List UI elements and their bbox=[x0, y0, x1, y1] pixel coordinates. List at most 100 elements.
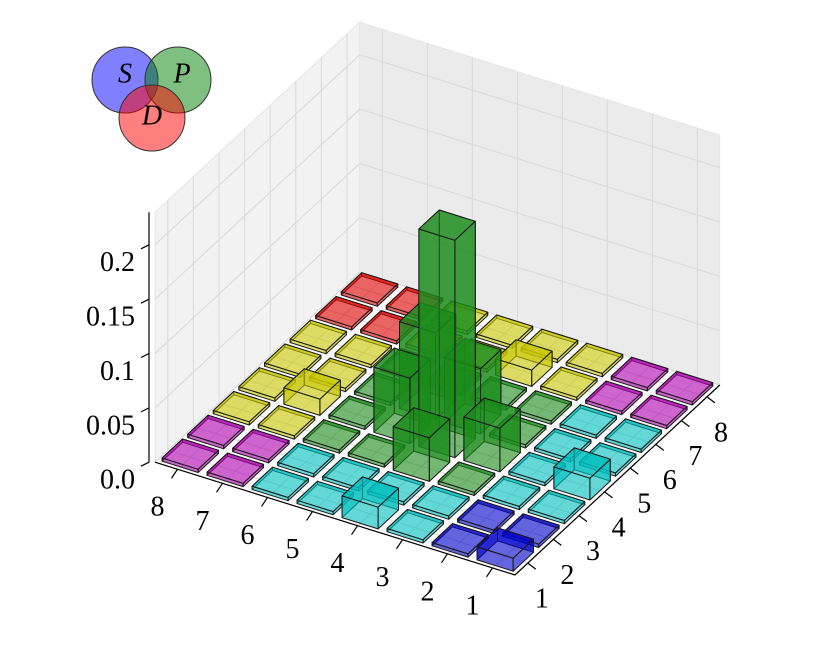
bar-top bbox=[495, 339, 553, 371]
bar-top bbox=[283, 368, 341, 400]
bar-top bbox=[392, 407, 451, 439]
bar bbox=[476, 527, 534, 572]
z-tick-label: 0.0 bbox=[100, 465, 135, 496]
bar-top bbox=[482, 475, 541, 507]
x-tick bbox=[441, 553, 448, 564]
y-tick-label: 4 bbox=[612, 512, 626, 543]
bar-top bbox=[610, 356, 669, 389]
bar bbox=[610, 356, 669, 392]
bar bbox=[289, 319, 347, 355]
y-axis bbox=[514, 384, 721, 576]
x-tick bbox=[306, 511, 313, 521]
bar-top bbox=[431, 523, 489, 555]
bar bbox=[212, 391, 271, 426]
y-tick-label: 6 bbox=[663, 465, 677, 496]
bar-top bbox=[302, 419, 361, 451]
z-tick bbox=[140, 461, 150, 467]
y-tick bbox=[578, 515, 588, 523]
bar-top bbox=[315, 296, 373, 328]
bar bbox=[527, 489, 586, 525]
grid-line bbox=[154, 54, 720, 246]
bar bbox=[553, 447, 611, 501]
bar-top bbox=[289, 319, 347, 351]
bar bbox=[232, 428, 290, 464]
bars bbox=[161, 209, 714, 572]
bar-top bbox=[630, 394, 688, 426]
bar bbox=[341, 476, 399, 530]
y-tick bbox=[553, 538, 562, 546]
y-tick bbox=[681, 420, 690, 428]
bar-top bbox=[559, 404, 617, 436]
bar bbox=[565, 342, 624, 378]
y-tick-label: 7 bbox=[688, 441, 702, 472]
x-tick-label: 6 bbox=[241, 520, 255, 551]
bar bbox=[187, 414, 245, 450]
bar bbox=[604, 418, 662, 453]
bar-top bbox=[463, 397, 521, 429]
x-tick bbox=[216, 483, 223, 493]
y-tick-label: 3 bbox=[586, 536, 600, 567]
x-tick-label: 1 bbox=[466, 590, 480, 621]
bar bbox=[283, 368, 341, 416]
x-tick-label: 5 bbox=[286, 534, 300, 565]
grid-line bbox=[154, 108, 720, 300]
legend-circle bbox=[118, 84, 186, 152]
y-tick-label: 1 bbox=[535, 584, 549, 615]
x-tick bbox=[171, 468, 178, 479]
y-tick-label: 8 bbox=[714, 417, 728, 448]
bar-top bbox=[334, 333, 392, 366]
bar bbox=[463, 397, 521, 473]
bar bbox=[315, 296, 373, 331]
grid-line bbox=[154, 217, 720, 409]
x-tick-label: 3 bbox=[376, 562, 390, 593]
x-tick-label: 7 bbox=[196, 506, 210, 537]
bar bbox=[482, 475, 541, 511]
x-tick bbox=[396, 539, 403, 550]
y-tick bbox=[655, 443, 665, 451]
bar-top bbox=[565, 342, 624, 374]
z-tick-label: 0.05 bbox=[86, 410, 135, 441]
bar-top bbox=[476, 527, 534, 559]
bar-top bbox=[264, 343, 322, 375]
bar-top bbox=[418, 209, 476, 241]
legend-label: S bbox=[118, 58, 132, 89]
x-tick bbox=[351, 525, 358, 535]
bar bbox=[559, 404, 617, 439]
bar-top bbox=[251, 466, 309, 498]
bar-top bbox=[232, 428, 290, 461]
bar-top bbox=[187, 414, 245, 446]
bar-top bbox=[386, 509, 444, 541]
bar bbox=[302, 419, 361, 454]
bar-top bbox=[604, 418, 662, 450]
bar bbox=[412, 485, 470, 520]
z-tick-label: 0.2 bbox=[100, 247, 135, 278]
bar bbox=[655, 370, 714, 406]
bar bbox=[514, 390, 572, 425]
bar bbox=[437, 461, 496, 496]
bar-top bbox=[277, 442, 335, 475]
bar-top bbox=[412, 485, 470, 517]
grid-line bbox=[154, 162, 720, 354]
z-tick-label: 0.15 bbox=[86, 302, 135, 333]
bar-top bbox=[457, 499, 515, 531]
bar bbox=[161, 438, 219, 473]
y-tick bbox=[604, 491, 613, 499]
bar bbox=[585, 380, 643, 416]
x-tick bbox=[261, 497, 268, 507]
z-tick bbox=[140, 244, 150, 250]
y-tick bbox=[629, 467, 639, 475]
bar bbox=[475, 314, 534, 350]
bar bbox=[630, 394, 688, 430]
bar bbox=[206, 452, 264, 488]
x-tick bbox=[486, 567, 493, 578]
bar-top bbox=[161, 438, 219, 470]
bar-top bbox=[553, 447, 611, 479]
bar-top bbox=[206, 452, 264, 484]
bar bbox=[340, 272, 399, 307]
y-tick bbox=[706, 396, 716, 404]
bar bbox=[392, 407, 451, 482]
bar bbox=[457, 499, 515, 534]
bar bbox=[277, 442, 335, 478]
legend-label: D bbox=[141, 100, 162, 131]
